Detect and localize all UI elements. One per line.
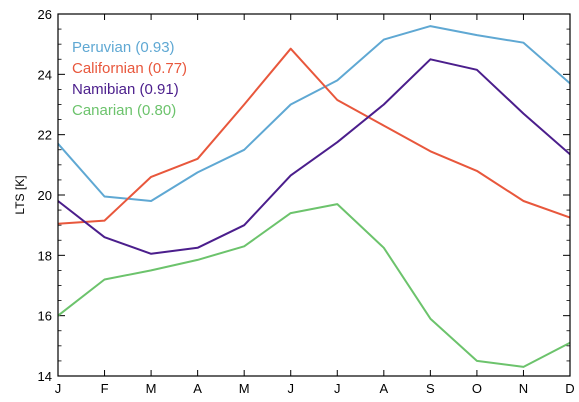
legend-entry-canarian: Canarian (0.80) bbox=[72, 102, 176, 119]
legend: Peruvian (0.93) Californian (0.77) Namibia… bbox=[72, 39, 187, 119]
x-tick-label: F bbox=[101, 381, 109, 396]
x-tick-label: J bbox=[287, 381, 294, 396]
x-tick-label: S bbox=[426, 381, 435, 396]
y-tick-label: 14 bbox=[38, 369, 52, 384]
y-tick-label: 18 bbox=[38, 248, 52, 263]
y-tick-label: 20 bbox=[38, 188, 52, 203]
x-tick-label: M bbox=[239, 381, 250, 396]
legend-entry-californian: Californian (0.77) bbox=[72, 60, 187, 77]
x-tick-label: O bbox=[472, 381, 482, 396]
x-tick-label: J bbox=[334, 381, 341, 396]
legend-entry-namibian: Namibian (0.91) bbox=[72, 81, 179, 98]
y-tick-label: 16 bbox=[38, 309, 52, 324]
series-line-canarian bbox=[58, 203, 570, 368]
y-tick-label: 24 bbox=[38, 67, 52, 82]
y-tick-label: 22 bbox=[38, 128, 52, 143]
x-tick-label: N bbox=[519, 381, 528, 396]
x-tick-label: A bbox=[379, 381, 388, 396]
labels-layer: J F M A M J J A S O N D 14 16 18 20 22 24 26 bbox=[38, 7, 575, 396]
x-tick-label: D bbox=[565, 381, 574, 396]
series-layer bbox=[58, 25, 570, 368]
x-tick-label: J bbox=[55, 381, 62, 396]
x-tick-label: M bbox=[146, 381, 157, 396]
legend-entry-peruvian: Peruvian (0.93) bbox=[72, 39, 175, 56]
series-line-californian bbox=[58, 47, 570, 225]
y-tick-label: 26 bbox=[38, 7, 52, 22]
series-line-namibian bbox=[58, 58, 570, 255]
x-tick-label: A bbox=[193, 381, 202, 396]
series-line-peruvian bbox=[58, 25, 570, 202]
plot-frame bbox=[57, 13, 571, 377]
y-axis-label: LTS [K] bbox=[13, 175, 27, 214]
